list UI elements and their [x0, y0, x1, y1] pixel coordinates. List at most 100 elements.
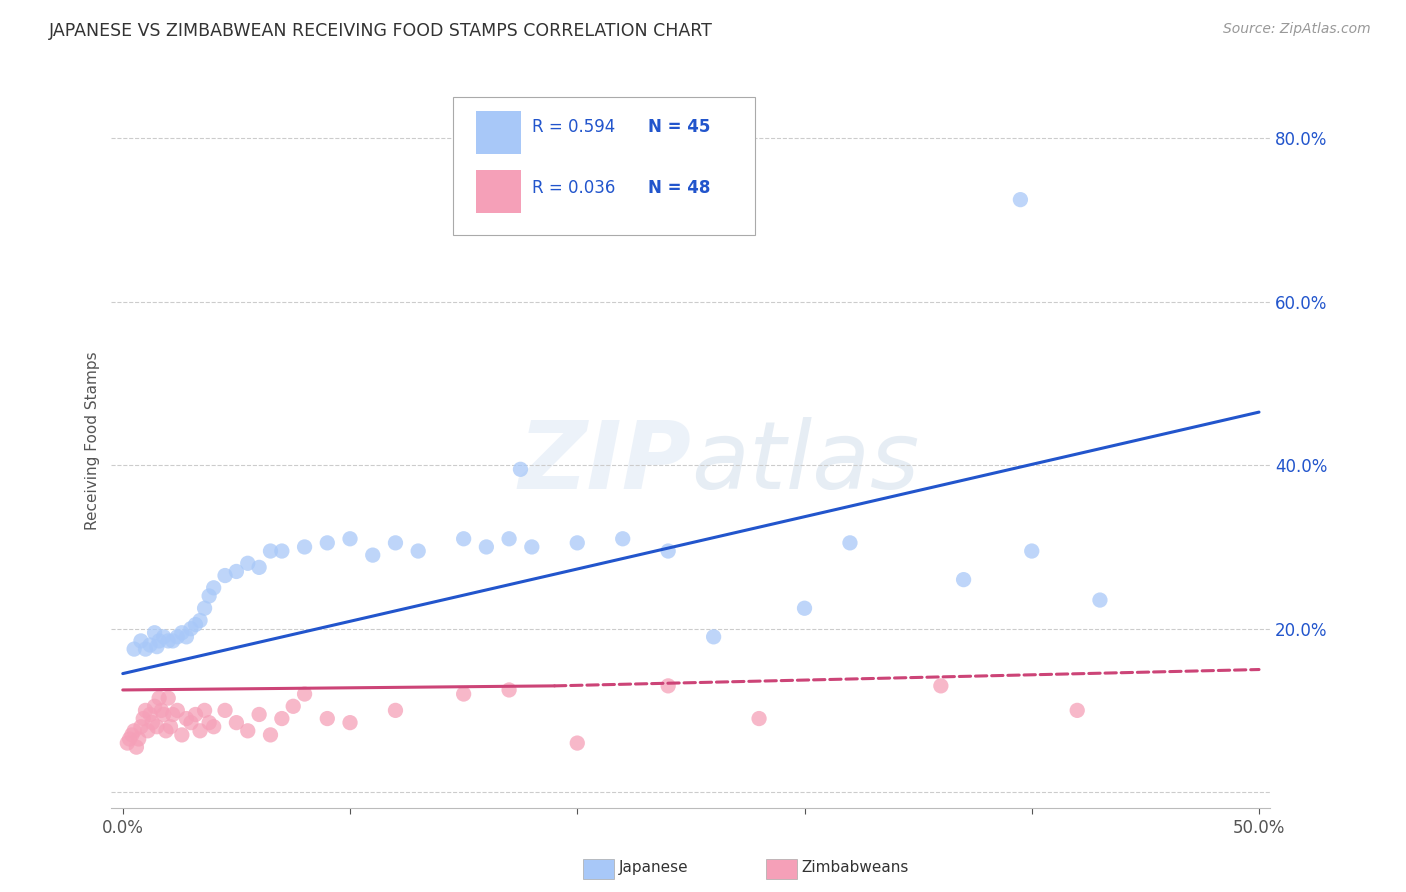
Point — [259, 544, 281, 558]
Point — [146, 640, 169, 654]
Point — [118, 731, 141, 746]
Point — [150, 703, 173, 717]
Point — [567, 536, 589, 550]
Point — [136, 723, 159, 738]
Text: ZIP: ZIP — [517, 417, 690, 508]
Point — [157, 634, 180, 648]
Point — [247, 707, 270, 722]
Point — [184, 707, 207, 722]
Point — [152, 707, 174, 722]
Point — [259, 728, 281, 742]
Point — [339, 715, 361, 730]
Text: JAPANESE VS ZIMBABWEAN RECEIVING FOOD STAMPS CORRELATION CHART: JAPANESE VS ZIMBABWEAN RECEIVING FOOD ST… — [49, 22, 713, 40]
Point — [361, 548, 384, 562]
Point — [194, 703, 217, 717]
Point — [214, 703, 236, 717]
Text: Japanese: Japanese — [619, 861, 689, 875]
Point — [134, 703, 156, 717]
Point — [748, 712, 770, 726]
Point — [117, 736, 139, 750]
Point — [270, 712, 292, 726]
Point — [188, 723, 211, 738]
Point — [170, 728, 193, 742]
Point — [141, 715, 163, 730]
Point — [166, 703, 188, 717]
Point — [152, 630, 174, 644]
Text: Source: ZipAtlas.com: Source: ZipAtlas.com — [1223, 22, 1371, 37]
Point — [155, 723, 177, 738]
Point — [520, 540, 543, 554]
Y-axis label: Receiving Food Stamps: Receiving Food Stamps — [86, 351, 100, 530]
Point — [475, 540, 498, 554]
Point — [453, 687, 475, 701]
Point — [157, 691, 180, 706]
Point — [162, 634, 184, 648]
Point — [839, 536, 862, 550]
Point — [121, 728, 143, 742]
Point — [143, 699, 166, 714]
Point — [125, 740, 148, 755]
Text: Zimbabweans: Zimbabweans — [801, 861, 908, 875]
Point — [202, 581, 225, 595]
Point — [453, 532, 475, 546]
Point — [122, 642, 145, 657]
Point — [146, 720, 169, 734]
Point — [214, 568, 236, 582]
Point — [139, 638, 162, 652]
Point — [1066, 703, 1088, 717]
Point — [198, 715, 221, 730]
Point — [567, 736, 589, 750]
Point — [339, 532, 361, 546]
Point — [384, 536, 406, 550]
Point — [509, 462, 531, 476]
Point — [139, 707, 162, 722]
Point — [1088, 593, 1111, 607]
FancyBboxPatch shape — [477, 112, 520, 154]
FancyBboxPatch shape — [477, 170, 520, 212]
Point — [929, 679, 952, 693]
Text: R = 0.594: R = 0.594 — [531, 118, 616, 136]
Point — [128, 731, 150, 746]
Point — [498, 532, 520, 546]
FancyBboxPatch shape — [453, 96, 755, 235]
Point — [194, 601, 217, 615]
Point — [176, 630, 198, 644]
Point — [657, 544, 679, 558]
Text: N = 48: N = 48 — [648, 179, 710, 197]
Point — [148, 691, 170, 706]
Point — [384, 703, 406, 717]
Point — [180, 715, 202, 730]
Point — [132, 712, 155, 726]
Point — [270, 544, 292, 558]
Point — [148, 634, 170, 648]
Point — [134, 642, 156, 657]
Point — [188, 614, 211, 628]
Point — [406, 544, 429, 558]
Text: N = 45: N = 45 — [648, 118, 710, 136]
Point — [952, 573, 974, 587]
Point — [129, 634, 152, 648]
Text: atlas: atlas — [690, 417, 920, 508]
Point — [236, 723, 259, 738]
Point — [1010, 193, 1032, 207]
Point — [225, 565, 247, 579]
Point — [122, 723, 145, 738]
Point — [184, 617, 207, 632]
Point — [1021, 544, 1043, 558]
Point — [198, 589, 221, 603]
Point — [703, 630, 725, 644]
Point — [176, 712, 198, 726]
Point — [162, 707, 184, 722]
Point — [294, 687, 316, 701]
Point — [498, 682, 520, 697]
Point — [170, 625, 193, 640]
Point — [159, 720, 181, 734]
Point — [166, 630, 188, 644]
Point — [202, 720, 225, 734]
Point — [225, 715, 247, 730]
Point — [657, 679, 679, 693]
Point — [316, 536, 339, 550]
Point — [129, 720, 152, 734]
Point — [612, 532, 634, 546]
Text: R = 0.036: R = 0.036 — [531, 179, 616, 197]
